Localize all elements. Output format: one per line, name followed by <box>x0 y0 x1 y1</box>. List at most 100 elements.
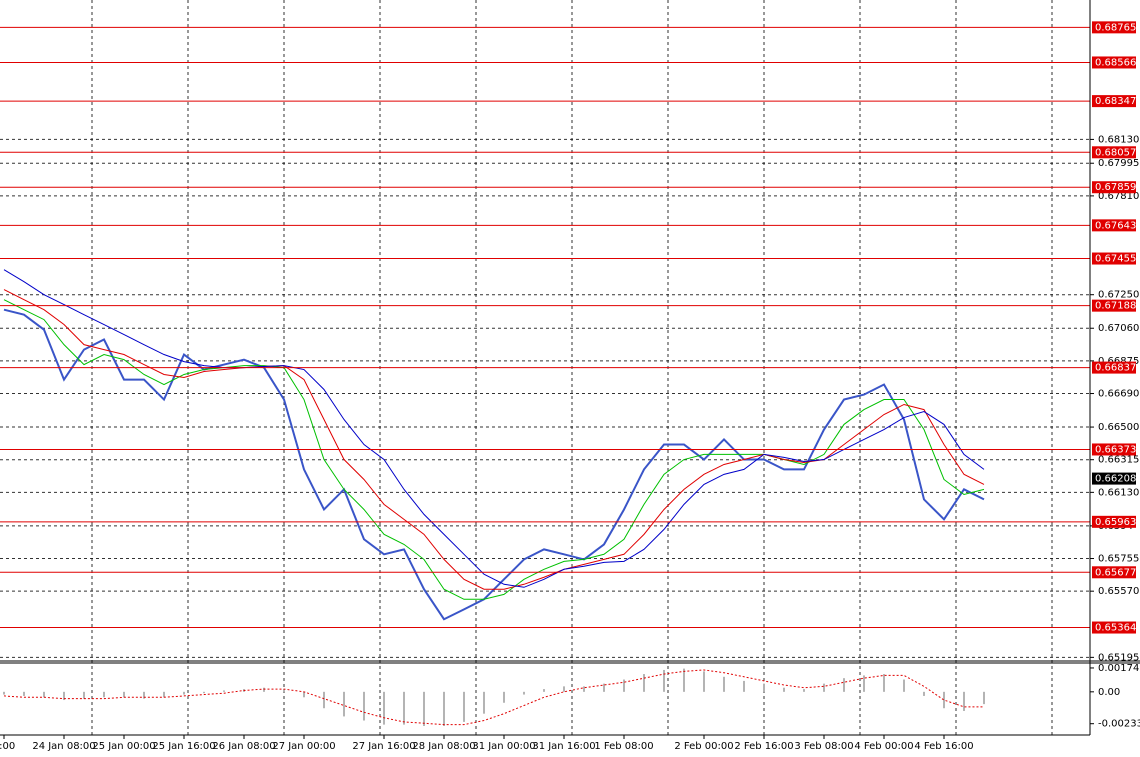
histogram-bar <box>383 691 385 725</box>
histogram-bar <box>103 691 105 698</box>
level-label: 0.67859 <box>1095 182 1136 193</box>
histogram-bar <box>503 691 505 703</box>
histogram-bar <box>83 691 85 699</box>
y-tick-label: 0.66130 <box>1098 487 1139 498</box>
y-tick-label: 0.65755 <box>1098 554 1139 565</box>
level-label-box <box>1092 515 1136 528</box>
histogram-bar <box>3 691 5 695</box>
histogram-bar <box>43 691 45 698</box>
current-price-label: 0.66208 <box>1095 474 1136 485</box>
x-tick-label: 27 Jan 16:00 <box>352 741 415 752</box>
x-tick-label: 1 Feb 08:00 <box>594 741 653 752</box>
histogram-bar <box>203 691 205 694</box>
level-label-box <box>1092 566 1136 579</box>
x-tick-label: 3 Feb 08:00 <box>794 741 853 752</box>
histogram-bar <box>603 683 605 692</box>
level-label-box <box>1092 21 1136 34</box>
level-label-box <box>1092 621 1136 634</box>
histogram-bar <box>823 683 825 692</box>
level-label: 0.68347 <box>1095 96 1136 107</box>
histogram-bar <box>863 675 865 692</box>
y-tick-label: 0.00 <box>1098 687 1120 698</box>
histogram-bar <box>523 691 525 695</box>
level-label-box <box>1092 95 1136 108</box>
level-label: 0.65364 <box>1095 623 1136 634</box>
histogram-bar <box>343 691 345 717</box>
histogram-bar <box>363 691 365 721</box>
x-tick-label: 25 Jan 00:00 <box>92 741 155 752</box>
histogram-bar <box>723 676 725 692</box>
histogram-bar <box>783 687 785 692</box>
x-tick-label: 28 Jan 08:00 <box>412 741 475 752</box>
histogram-bar <box>543 689 545 692</box>
histogram-bar <box>303 691 305 698</box>
y-tick-label: 0.67995 <box>1098 158 1139 169</box>
level-label: 0.66837 <box>1095 363 1136 374</box>
histogram-bar <box>23 691 25 696</box>
x-tick-label: 31 Jan 00:00 <box>472 741 535 752</box>
level-label-box <box>1092 146 1136 159</box>
x-tick-label: 2 Feb 16:00 <box>734 741 793 752</box>
x-tick-label: 2 Feb 00:00 <box>674 741 733 752</box>
level-label-box <box>1092 181 1136 194</box>
y-tick-label: 0.67060 <box>1098 323 1139 334</box>
histogram-bar <box>843 678 845 692</box>
level-label: 0.65677 <box>1095 567 1136 578</box>
level-label: 0.68765 <box>1095 22 1136 33</box>
histogram-bar <box>763 683 765 692</box>
histogram-bar <box>63 691 65 701</box>
x-tick-label: 26 Jan 08:00 <box>212 741 275 752</box>
histogram-bar <box>283 689 285 692</box>
current-price-box <box>1092 472 1136 485</box>
level-label-box <box>1092 361 1136 374</box>
y-tick-label: 0.68130 <box>1098 134 1139 145</box>
histogram-bar <box>943 691 945 709</box>
level-label: 0.66373 <box>1095 444 1136 455</box>
moving-average <box>3 299 985 600</box>
histogram-bar <box>123 691 125 698</box>
y-tick-label: 0.66875 <box>1098 356 1139 367</box>
level-label: 0.68057 <box>1095 147 1136 158</box>
histogram-bar <box>483 691 485 714</box>
x-tick-label: 24 Jan 08:00 <box>32 741 95 752</box>
histogram-bar <box>263 687 265 692</box>
histogram-bar <box>683 668 685 692</box>
level-label: 0.65963 <box>1095 517 1136 528</box>
y-tick-label: 0.66690 <box>1098 389 1139 400</box>
x-tick-label: 25 Jan 16:00 <box>152 741 215 752</box>
level-label-box <box>1092 252 1136 265</box>
y-tick-label: 0.001747 <box>1098 663 1140 674</box>
x-tick-label: 6:00 <box>0 741 15 752</box>
histogram-bar <box>903 679 905 692</box>
y-tick-label: 0.65195 <box>1098 652 1139 663</box>
level-label: 0.68566 <box>1095 57 1136 68</box>
signal-line <box>3 669 984 726</box>
histogram-bar <box>223 690 225 692</box>
moving-average <box>3 269 985 588</box>
y-tick-label: 0.66315 <box>1098 455 1139 466</box>
y-tick-label: 0.65570 <box>1098 586 1139 597</box>
x-tick-label: 31 Jan 16:00 <box>532 741 595 752</box>
level-label-box <box>1092 219 1136 232</box>
y-tick-label: -0.002333 <box>1098 719 1140 730</box>
histogram-bar <box>463 691 465 722</box>
histogram-bar <box>883 674 885 692</box>
histogram-bar <box>703 671 705 692</box>
histogram-bar <box>403 691 405 725</box>
histogram-bar <box>143 691 145 699</box>
y-tick-label: 0.67810 <box>1098 191 1139 202</box>
histogram-bar <box>743 680 745 692</box>
histogram-bar <box>963 691 965 711</box>
histogram-bar <box>423 691 425 726</box>
x-tick-label: 27 Jan 00:00 <box>272 741 335 752</box>
histogram-bar <box>663 669 665 692</box>
histogram-bar <box>983 691 985 705</box>
level-label-box <box>1092 56 1136 69</box>
level-label: 0.67188 <box>1095 301 1136 312</box>
x-tick-label: 4 Feb 16:00 <box>914 741 973 752</box>
histogram-bar <box>163 691 165 698</box>
x-tick-label: 4 Feb 00:00 <box>854 741 913 752</box>
level-label-box <box>1092 443 1136 456</box>
